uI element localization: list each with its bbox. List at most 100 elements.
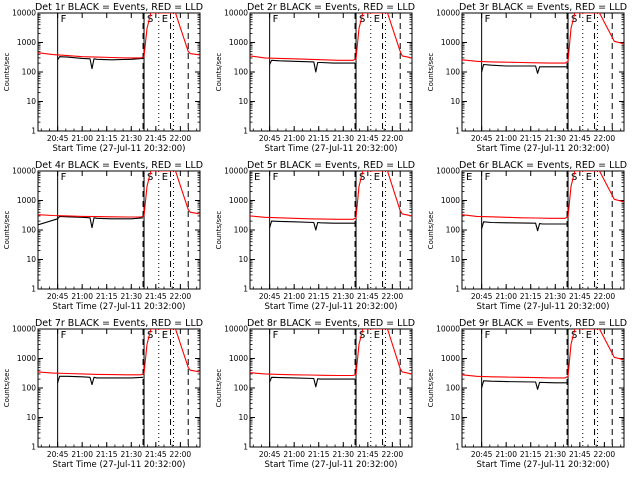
y-tick-label: 1 bbox=[31, 127, 36, 136]
panel-det-7r: Det 7r BLACK = Events, RED = LLD 1 10 100 10… bbox=[3, 318, 203, 470]
plot-frame bbox=[249, 12, 413, 132]
y-tick-label: 1 bbox=[455, 443, 460, 452]
panel-title: Det 1r BLACK = Events, RED = LLD bbox=[35, 2, 203, 13]
y-tick-label: 1000 bbox=[17, 196, 36, 205]
panel-det-9r: Det 9r BLACK = Events, RED = LLD 1 10 100 10… bbox=[427, 318, 627, 470]
y-axis-label: Counts/sec bbox=[3, 53, 11, 92]
series-line-lld bbox=[38, 171, 200, 218]
plot-frame bbox=[249, 170, 413, 290]
y-tick-label: 10000 bbox=[436, 325, 460, 334]
y-tick-label: 10 bbox=[26, 413, 36, 422]
flag-letter-f: F bbox=[485, 330, 491, 341]
flag-letter-f: F bbox=[61, 14, 67, 25]
series-line-events bbox=[57, 56, 144, 70]
series-line-lld bbox=[462, 171, 624, 219]
y-axis-label: Counts/sec bbox=[3, 369, 11, 408]
y-tick-label: 1 bbox=[455, 285, 460, 294]
series-line-lld bbox=[250, 13, 412, 61]
flag-letter-e: E bbox=[374, 330, 380, 341]
y-tick-label: 10000 bbox=[12, 167, 36, 176]
x-tick-label: 21:00 bbox=[71, 450, 93, 459]
x-tick-label: 21:45 bbox=[145, 292, 167, 301]
series-line-lld bbox=[462, 13, 624, 64]
y-tick-label: 1000 bbox=[441, 38, 460, 47]
x-tick-label: 20:45 bbox=[259, 450, 281, 459]
x-tick-label: 21:45 bbox=[569, 292, 591, 301]
x-tick-label: 21:15 bbox=[96, 450, 118, 459]
x-tick-label: 21:15 bbox=[520, 292, 542, 301]
y-tick-label: 1 bbox=[31, 443, 36, 452]
flag-letter-f: F bbox=[485, 14, 491, 25]
x-tick-label: 20:45 bbox=[47, 134, 69, 143]
flag-letter-f: F bbox=[485, 172, 491, 183]
panel-det-4r: Det 4r BLACK = Events, RED = LLD 1 10 100 10… bbox=[3, 160, 203, 312]
x-axis-label: Start Time (27-Jul-11 20:32:00) bbox=[53, 302, 186, 312]
series-group bbox=[250, 13, 412, 73]
x-tick-label: 22:00 bbox=[382, 292, 404, 301]
y-tick-label: 10 bbox=[450, 413, 460, 422]
y-axis-label: Counts/sec bbox=[3, 211, 11, 250]
x-tick-label: 21:30 bbox=[120, 134, 142, 143]
series-line-events bbox=[481, 221, 568, 232]
series-group bbox=[462, 171, 624, 232]
x-tick-label: 21:30 bbox=[120, 450, 142, 459]
x-tick-label: 20:45 bbox=[47, 292, 69, 301]
flag-letter-e: E bbox=[466, 172, 472, 183]
y-axis-label: Counts/sec bbox=[215, 369, 223, 408]
x-axis-label: Start Time (27-Jul-11 20:32:00) bbox=[53, 460, 186, 470]
x-tick-label: 21:15 bbox=[96, 134, 118, 143]
x-tick-label: 21:45 bbox=[357, 450, 379, 459]
series-group bbox=[38, 171, 200, 229]
y-tick-label: 1 bbox=[243, 127, 248, 136]
x-tick-label: 21:45 bbox=[145, 450, 167, 459]
panel-title: Det 4r BLACK = Events, RED = LLD bbox=[35, 160, 203, 171]
y-tick-label: 10000 bbox=[224, 9, 248, 18]
series-line-events bbox=[269, 220, 356, 231]
x-tick-label: 20:45 bbox=[259, 134, 281, 143]
x-tick-label: 20:45 bbox=[471, 450, 493, 459]
x-tick-label: 22:00 bbox=[170, 450, 192, 459]
plot-frame bbox=[37, 328, 201, 448]
x-tick-label: 21:30 bbox=[332, 450, 354, 459]
x-tick-label: 20:45 bbox=[47, 450, 69, 459]
panel-det-6r: Det 6r BLACK = Events, RED = LLD 1 10 100 10… bbox=[427, 160, 627, 312]
flag-letter-s: S bbox=[571, 172, 577, 183]
y-tick-label: 100 bbox=[234, 226, 249, 235]
y-tick-label: 10 bbox=[238, 255, 248, 264]
y-tick-label: 10000 bbox=[12, 325, 36, 334]
y-tick-label: 100 bbox=[446, 68, 461, 77]
x-tick-label: 21:15 bbox=[520, 134, 542, 143]
flag-letter-s: S bbox=[359, 172, 365, 183]
x-tick-label: 21:00 bbox=[283, 292, 305, 301]
x-tick-label: 21:30 bbox=[544, 134, 566, 143]
panel-det-5r: Det 5r BLACK = Events, RED = LLD 1 10 100 10… bbox=[215, 160, 415, 312]
flag-letter-e: E bbox=[586, 330, 592, 341]
y-tick-label: 100 bbox=[234, 68, 249, 77]
x-tick-label: 22:00 bbox=[594, 450, 616, 459]
y-tick-label: 10 bbox=[450, 255, 460, 264]
series-line-events bbox=[269, 376, 356, 388]
panel-det-3r: Det 3r BLACK = Events, RED = LLD 1 10 100 10… bbox=[427, 2, 627, 154]
flag-letter-f: F bbox=[273, 14, 279, 25]
series-line-lld bbox=[38, 329, 200, 376]
series-line-events bbox=[481, 380, 568, 390]
y-tick-label: 10000 bbox=[224, 325, 248, 334]
flag-letter-e: E bbox=[162, 14, 168, 25]
y-tick-label: 100 bbox=[22, 68, 37, 77]
flag-letter-s: S bbox=[359, 330, 365, 341]
x-tick-label: 21:00 bbox=[283, 134, 305, 143]
x-tick-label: 21:15 bbox=[520, 450, 542, 459]
flag-letter-s: S bbox=[147, 172, 153, 183]
y-axis-label: Counts/sec bbox=[427, 211, 435, 250]
y-tick-label: 1000 bbox=[229, 196, 248, 205]
y-tick-label: 10 bbox=[26, 97, 36, 106]
x-tick-label: 21:00 bbox=[283, 450, 305, 459]
y-tick-label: 100 bbox=[22, 226, 37, 235]
flag-letter-f: F bbox=[273, 172, 279, 183]
x-tick-label: 20:45 bbox=[471, 134, 493, 143]
x-tick-label: 21:45 bbox=[357, 134, 379, 143]
panel-title: Det 9r BLACK = Events, RED = LLD bbox=[459, 318, 627, 329]
x-tick-label: 21:15 bbox=[96, 292, 118, 301]
panel-det-8r: Det 8r BLACK = Events, RED = LLD 1 10 100 10… bbox=[215, 318, 415, 470]
y-axis-label: Counts/sec bbox=[427, 53, 435, 92]
